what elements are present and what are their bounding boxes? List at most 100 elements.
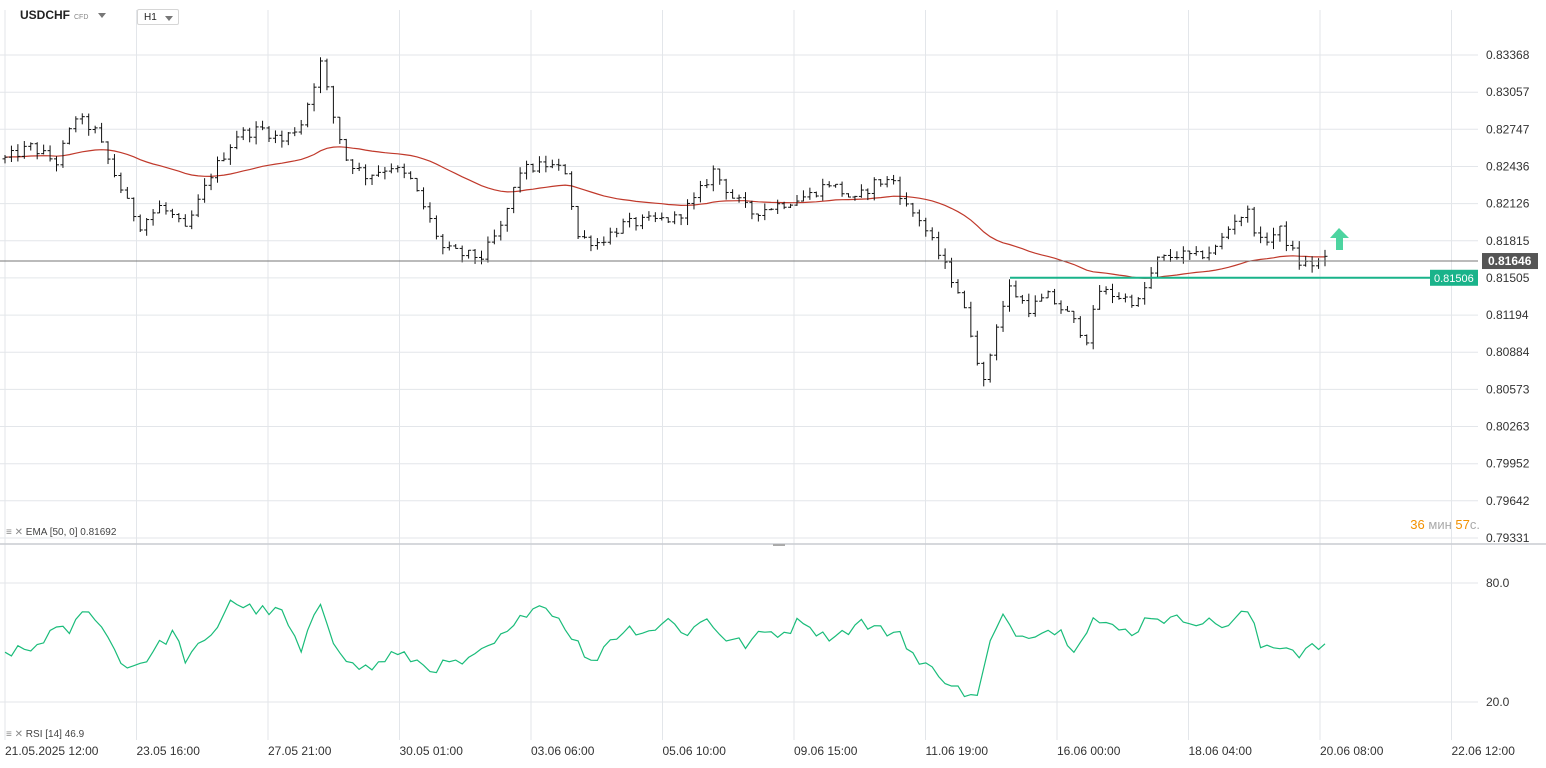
candle	[672, 211, 678, 225]
candle	[343, 138, 349, 161]
grid	[0, 10, 1546, 740]
candle	[891, 174, 897, 185]
candle	[318, 57, 324, 94]
close-icon[interactable]: ✕	[14, 527, 24, 538]
support-line: 0.81506	[1010, 269, 1478, 286]
candle	[768, 208, 774, 211]
candle	[414, 177, 420, 192]
candle	[639, 214, 645, 230]
price-tick-label: 0.82126	[1486, 197, 1530, 211]
candle	[846, 193, 852, 198]
candle	[536, 156, 542, 173]
candle	[1142, 281, 1148, 305]
candle	[543, 155, 549, 173]
timeframe-value: H1	[144, 12, 157, 23]
candle	[169, 208, 175, 219]
candle	[1296, 241, 1302, 270]
candle	[775, 199, 781, 215]
candle	[66, 127, 72, 145]
candle	[685, 199, 691, 226]
candle	[1258, 226, 1264, 244]
candle	[1077, 316, 1083, 338]
candle	[575, 205, 581, 240]
price-tick-label: 0.79331	[1486, 531, 1530, 545]
price-tick-label: 0.80573	[1486, 382, 1530, 396]
support-level-value: 0.81506	[1434, 273, 1474, 285]
symbol-selector[interactable]: USDCHF CFD	[20, 8, 106, 22]
candle	[1167, 249, 1173, 262]
time-tick-label: 21.05.2025 12:00	[5, 744, 99, 758]
candle	[903, 192, 909, 207]
candle	[1193, 246, 1199, 256]
candle	[1045, 290, 1051, 299]
candle	[34, 142, 40, 160]
candle	[800, 190, 806, 202]
candle	[8, 145, 14, 163]
candle	[562, 164, 568, 175]
candle	[594, 238, 600, 250]
candle	[41, 144, 47, 155]
candle	[1006, 279, 1012, 312]
candle	[311, 83, 317, 112]
candle	[446, 241, 452, 251]
candle	[839, 181, 845, 197]
candle	[813, 191, 819, 198]
candle	[330, 85, 336, 124]
candle	[189, 210, 195, 230]
candle	[1206, 246, 1212, 261]
candle	[1000, 300, 1006, 332]
time-tick-label: 18.06 04:00	[1189, 744, 1253, 758]
candle	[498, 220, 504, 241]
candle	[1251, 206, 1257, 237]
candle	[646, 211, 652, 221]
time-tick-label: 16.06 00:00	[1057, 744, 1121, 758]
candle	[949, 257, 955, 288]
countdown-sec-unit: с.	[1469, 517, 1480, 532]
candle	[375, 165, 381, 177]
candle	[833, 183, 839, 188]
candle	[453, 243, 459, 249]
candle	[582, 230, 588, 239]
candle	[292, 127, 298, 137]
candle	[1122, 293, 1128, 303]
time-tick-label: 11.06 19:00	[926, 744, 989, 758]
rsi-legend[interactable]: ≡ ✕ RSI [14] 46.9	[6, 729, 84, 740]
candle	[704, 179, 710, 189]
candle	[820, 178, 826, 201]
rsi-tick-label: 80.0	[1486, 576, 1510, 590]
candle	[388, 163, 394, 174]
menu-icon[interactable]: ≡	[6, 729, 12, 740]
timeframe-selector[interactable]: H1	[137, 9, 179, 25]
candle	[1213, 244, 1219, 256]
candle	[208, 173, 214, 191]
candle	[305, 102, 311, 128]
candle	[1232, 214, 1238, 235]
candle	[981, 361, 987, 387]
candle	[195, 194, 201, 218]
candle	[1161, 254, 1167, 262]
candle	[401, 163, 407, 179]
candle	[124, 186, 130, 199]
candle	[929, 227, 935, 241]
rsi-line	[4, 599, 1326, 698]
candle	[485, 236, 491, 263]
candle	[955, 279, 961, 294]
candle	[1084, 334, 1090, 346]
menu-icon[interactable]: ≡	[6, 527, 12, 538]
candle	[54, 156, 60, 172]
ema-legend[interactable]: ≡ ✕ EMA [50, 0] 0.81692	[6, 527, 116, 538]
candle	[466, 249, 472, 259]
close-icon[interactable]: ✕	[14, 729, 24, 740]
candle	[176, 213, 182, 223]
countdown-min-unit: мин	[1428, 517, 1452, 532]
candle	[99, 122, 105, 143]
candle	[678, 214, 684, 226]
candle	[1245, 205, 1251, 223]
candle	[607, 227, 613, 245]
candle	[227, 144, 233, 165]
support-level-tag	[1430, 269, 1478, 286]
candle	[994, 324, 1000, 361]
candle	[749, 200, 755, 220]
chevron-down-icon	[97, 13, 106, 19]
